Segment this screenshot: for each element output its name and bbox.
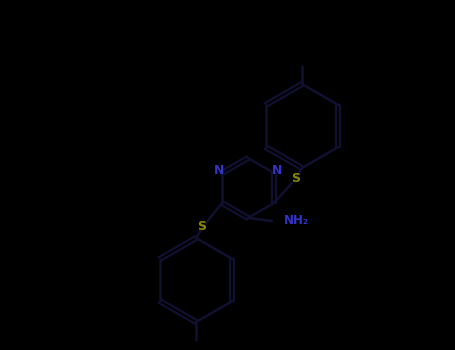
Text: N: N: [272, 164, 282, 177]
Text: S: S: [292, 173, 300, 186]
Text: NH₂: NH₂: [284, 215, 309, 228]
Text: S: S: [197, 220, 207, 233]
Text: N: N: [214, 164, 224, 177]
